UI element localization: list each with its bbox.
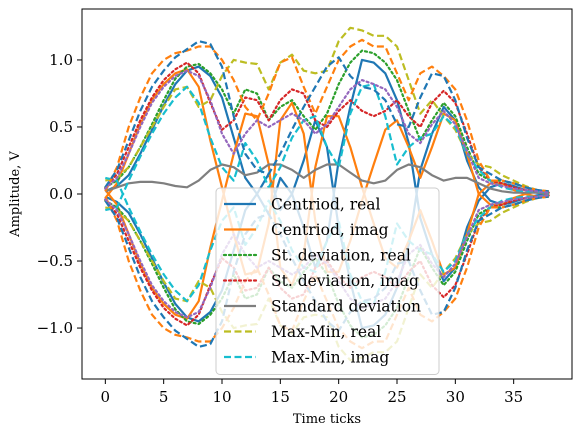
x-tick-label: 5: [159, 388, 169, 406]
series-line-unlabeled-8: [104, 40, 549, 193]
y-axis: −1.0 −0.5 0.0 0.5 1.0: [37, 51, 82, 337]
legend-label-standard-deviation: Standard deviation: [271, 298, 421, 316]
legend-label-max-min-imag: Max-Min, imag: [271, 349, 389, 367]
series-line-unlabeled-9: [104, 69, 550, 194]
legend: Centriod, real Centriod, imag St. deviatio…: [215, 187, 440, 375]
x-axis: 0 5 10 15 20 25 30 35: [101, 379, 523, 406]
legend-label-centriod-real: Centriod, real: [271, 196, 381, 214]
y-tick-label: 0.5: [49, 118, 73, 136]
y-tick-label: −0.5: [37, 252, 73, 270]
x-tick-label: 30: [446, 388, 465, 406]
y-tick-label: −1.0: [37, 319, 73, 337]
y-tick-label: 1.0: [49, 51, 73, 69]
series-line-unlabeled-7: [104, 38, 549, 193]
series-line-max-min-imag: [105, 83, 549, 212]
series-line-max-min-real: [105, 26, 549, 193]
x-tick-label: 15: [271, 388, 290, 406]
x-tick-label: 0: [101, 388, 111, 406]
y-axis-label: Amplitude, V: [8, 151, 23, 238]
series-line-unlabeled-9-mirror: [104, 194, 550, 319]
legend-label-centriod-imag: Centriod, imag: [271, 221, 389, 239]
series-line-unlabeled-8-mirror: [104, 195, 549, 348]
legend-label-st-deviation-real: St. deviation, real: [271, 247, 411, 265]
x-axis-label: Time ticks: [293, 412, 361, 427]
x-tick-label: 10: [212, 388, 231, 406]
series-line-standard-deviation: [104, 163, 549, 196]
legend-label-st-deviation-imag: St. deviation, imag: [271, 272, 419, 290]
x-tick-label: 20: [329, 388, 348, 406]
legend-label-max-min-real: Max-Min, real: [271, 323, 381, 341]
series-line-max-min-imag-mirror: [105, 176, 549, 305]
series-line-centriod-imag-mirror: [104, 112, 549, 320]
y-tick-label: 0.0: [49, 185, 73, 203]
x-tick-label: 25: [387, 388, 406, 406]
legend-box: [215, 187, 440, 375]
x-tick-label: 35: [504, 388, 523, 406]
